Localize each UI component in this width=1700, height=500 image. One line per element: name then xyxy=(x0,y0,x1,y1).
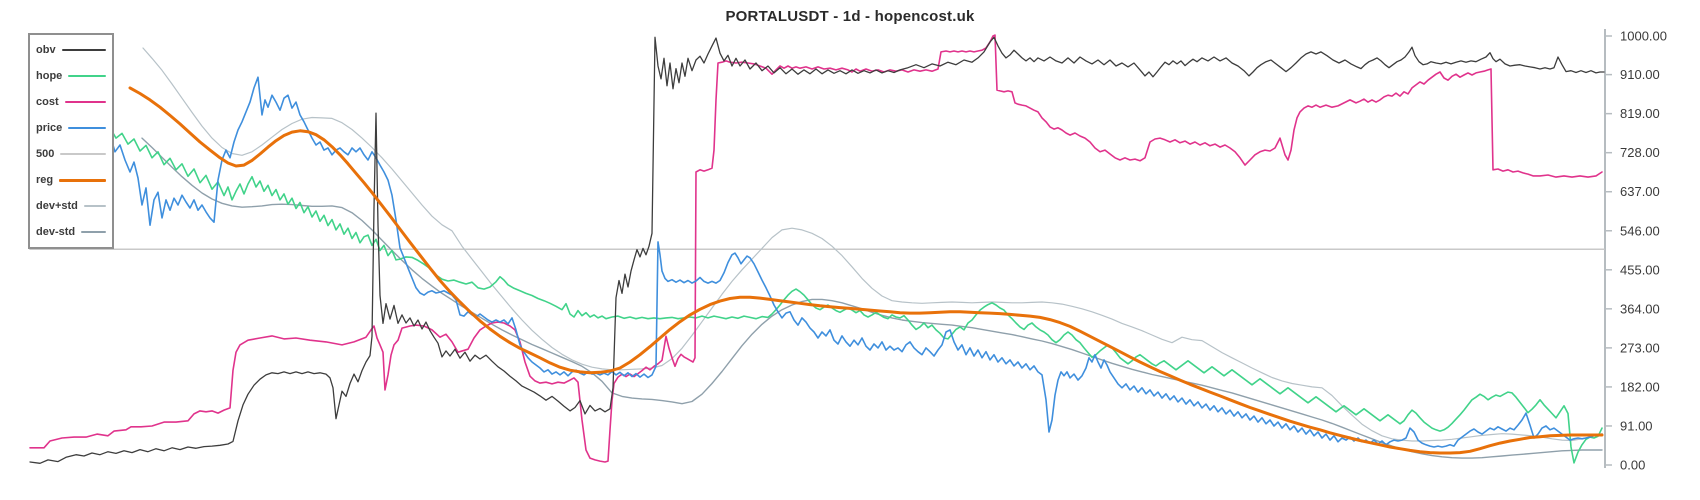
legend-swatch-level500 xyxy=(60,153,106,155)
y-axis-label: 0.00 xyxy=(1620,458,1645,473)
legend-item-label: 500 xyxy=(36,148,55,160)
legend-item-level500[interactable]: 500 xyxy=(30,141,112,167)
legend-item-label: dev-std xyxy=(36,226,76,238)
y-axis-label: 273.00 xyxy=(1620,340,1660,355)
y-axis-label: 637.00 xyxy=(1620,184,1660,199)
y-axis-label: 182.00 xyxy=(1620,379,1660,394)
legend-swatch-price xyxy=(68,127,106,129)
legend-item-cost[interactable]: cost xyxy=(30,89,112,115)
y-axis-label: 819.00 xyxy=(1620,106,1660,121)
legend-item-reg[interactable]: reg xyxy=(30,167,112,193)
y-axis-label: 91.00 xyxy=(1620,418,1653,433)
legend: obv hope cost price 500 reg dev+std dev-std xyxy=(28,33,114,249)
legend-item-dev_minus_std[interactable]: dev-std xyxy=(30,219,112,245)
chart-title: PORTALUSDT - 1d - hopencost.uk xyxy=(725,8,975,25)
legend-swatch-reg xyxy=(59,178,106,182)
legend-swatch-cost xyxy=(64,101,106,103)
legend-swatch-dev_minus_std xyxy=(81,231,106,233)
series-reg-line xyxy=(128,86,1604,455)
legend-item-price[interactable]: price xyxy=(30,115,112,141)
y-axis-label: 455.00 xyxy=(1620,262,1660,277)
legend-swatch-dev_plus_std xyxy=(83,205,106,207)
legend-item-dev_plus_std[interactable]: dev+std xyxy=(30,193,112,219)
legend-item-label: dev+std xyxy=(36,200,78,212)
y-axis-label: 728.00 xyxy=(1620,145,1660,160)
y-axis-label: 546.00 xyxy=(1620,223,1660,238)
legend-item-hope[interactable]: hope xyxy=(30,63,112,89)
series-dev_plus_std-line xyxy=(142,47,1603,442)
legend-swatch-hope xyxy=(68,75,106,77)
legend-item-label: price xyxy=(36,122,63,134)
series-hope-line xyxy=(109,127,1603,464)
legend-item-obv[interactable]: obv xyxy=(30,37,112,63)
y-axis-label: 1000.00 xyxy=(1620,29,1667,44)
y-axis-label: 364.00 xyxy=(1620,301,1660,316)
series-dev_minus_std-line xyxy=(141,137,1603,459)
series-obv-line xyxy=(29,36,1605,464)
series-cost-line xyxy=(29,34,1603,463)
legend-item-label: cost xyxy=(36,96,59,108)
legend-item-label: reg xyxy=(36,174,54,186)
legend-swatch-obv xyxy=(61,49,106,51)
y-axis-label: 910.00 xyxy=(1620,67,1660,82)
legend-item-label: hope xyxy=(36,70,63,82)
legend-item-label: obv xyxy=(36,44,56,56)
